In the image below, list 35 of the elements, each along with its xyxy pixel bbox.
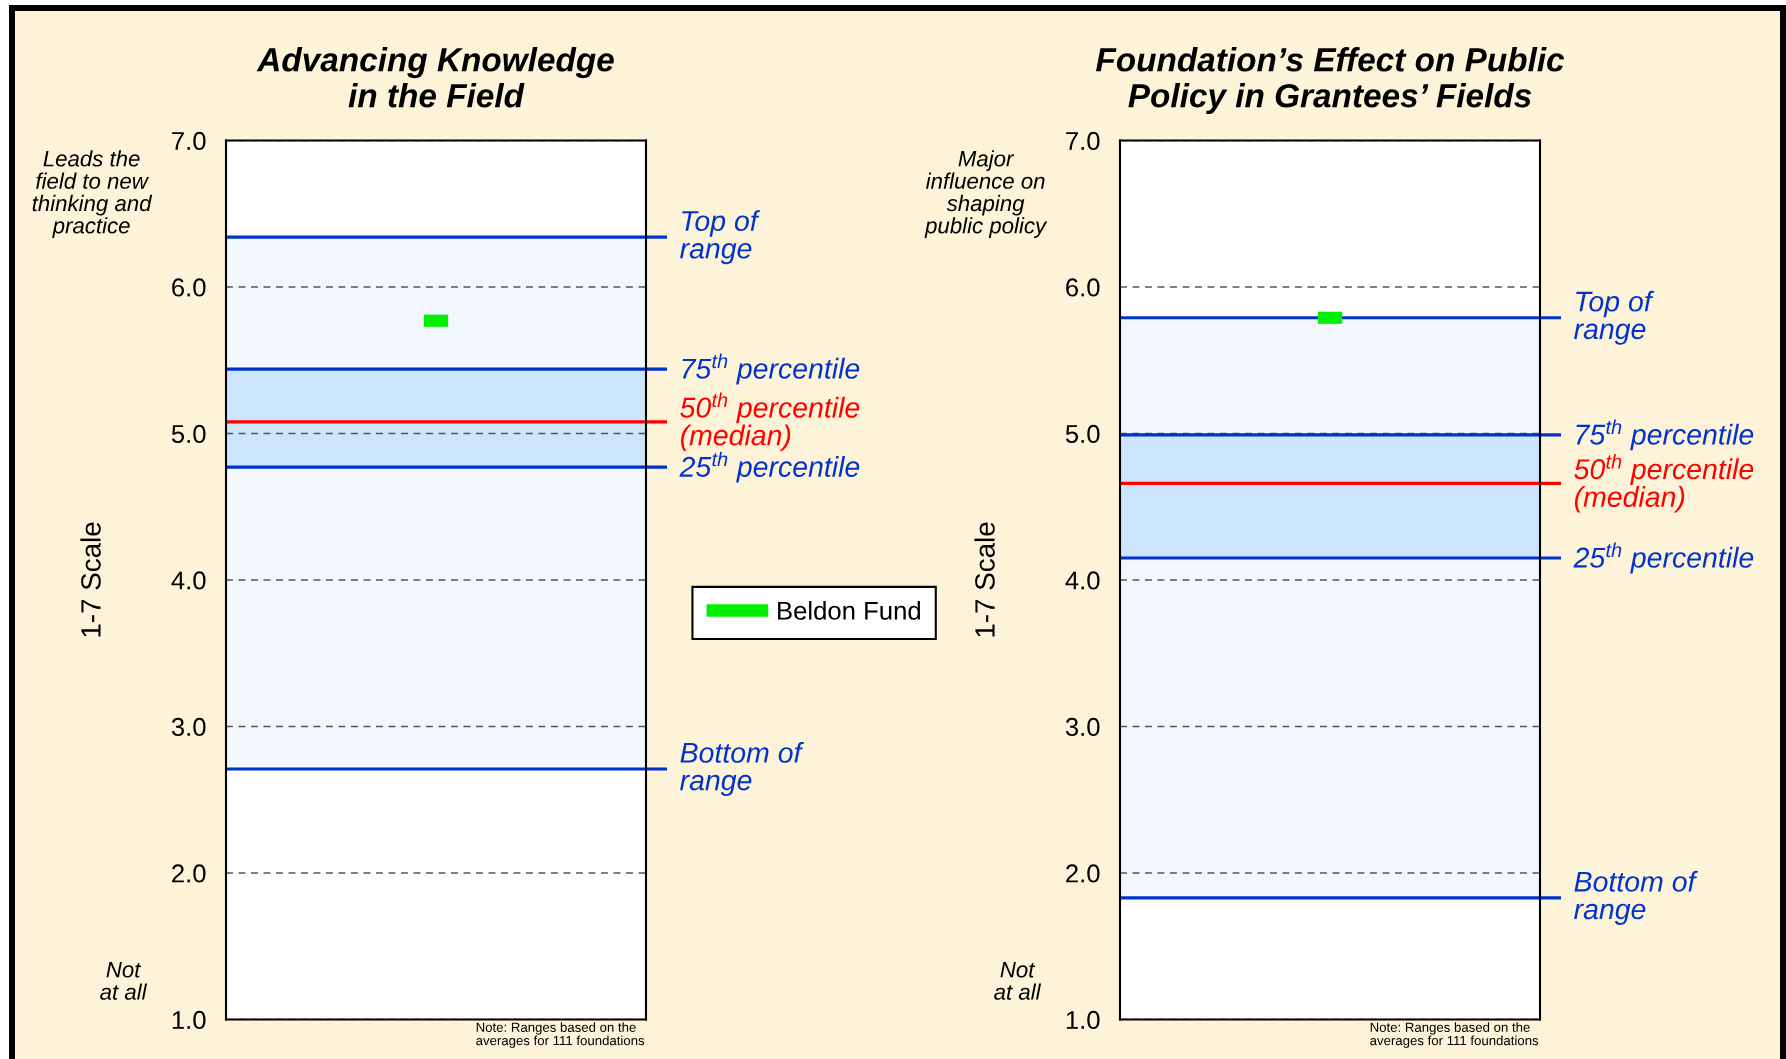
text: Major influence on shaping public policy	[924, 150, 1048, 238]
y-tick-label: 5.0	[171, 424, 206, 444]
ref-line-label: Top of range	[1574, 290, 1655, 345]
y-tick-label: 3.0	[1065, 717, 1100, 737]
ref-line-label: 25$^{th}$ percentile	[679, 451, 860, 483]
chart-title: Foundation’s Effect on Public Policy in Grantees’ Fields	[1096, 47, 1565, 115]
y-tick-label: 4.0	[171, 571, 206, 590]
ref-line-label: 50$^{th}$ percentile (median)	[1574, 454, 1754, 513]
text: Not at all	[100, 962, 148, 1000]
y-tick-label: 5.0	[1065, 424, 1100, 444]
chart-title: Advancing Knowledge in the Field	[256, 47, 614, 108]
ref-line-label: Bottom of range	[1574, 870, 1698, 925]
y-tick-label: 1.0	[1066, 1010, 1100, 1030]
text: Note: Ranges based on the averages for 111 foundations	[1370, 1022, 1539, 1048]
y-axis-title: 1-7 Scale	[974, 522, 995, 637]
text: Not at all	[994, 962, 1042, 1000]
ref-line-label: Top of range	[680, 210, 761, 265]
y-axis-title: 1-7 Scale	[80, 522, 101, 637]
y-tick-label: 6.0	[1066, 278, 1100, 297]
ref-line-label: 75$^{th}$ percentile	[682, 353, 860, 385]
y-tick-label: 2.0	[172, 864, 206, 883]
y-tick-label: 3.0	[171, 717, 206, 737]
ref-line-label: 75$^{th}$ percentile	[1576, 419, 1754, 451]
y-tick-label: 2.0	[1066, 864, 1100, 883]
text: Note: Ranges based on the averages for 111 foundations	[476, 1022, 645, 1048]
y-tick-label: 6.0	[172, 278, 206, 297]
legend-label: Beldon Fund	[778, 600, 921, 620]
ref-line-label: Bottom of range	[680, 741, 804, 797]
y-tick-label: 1.0	[172, 1010, 206, 1030]
ref-line-label: 25$^{th}$ percentile	[1573, 542, 1754, 574]
y-tick-label: 7.0	[172, 131, 206, 151]
y-tick-label: 4.0	[1065, 571, 1100, 590]
text: Leads the field to new thinking and practice	[32, 150, 153, 238]
y-tick-label: 7.0	[1066, 131, 1100, 151]
ref-line-label: 50$^{th}$ percentile (median)	[680, 392, 860, 452]
